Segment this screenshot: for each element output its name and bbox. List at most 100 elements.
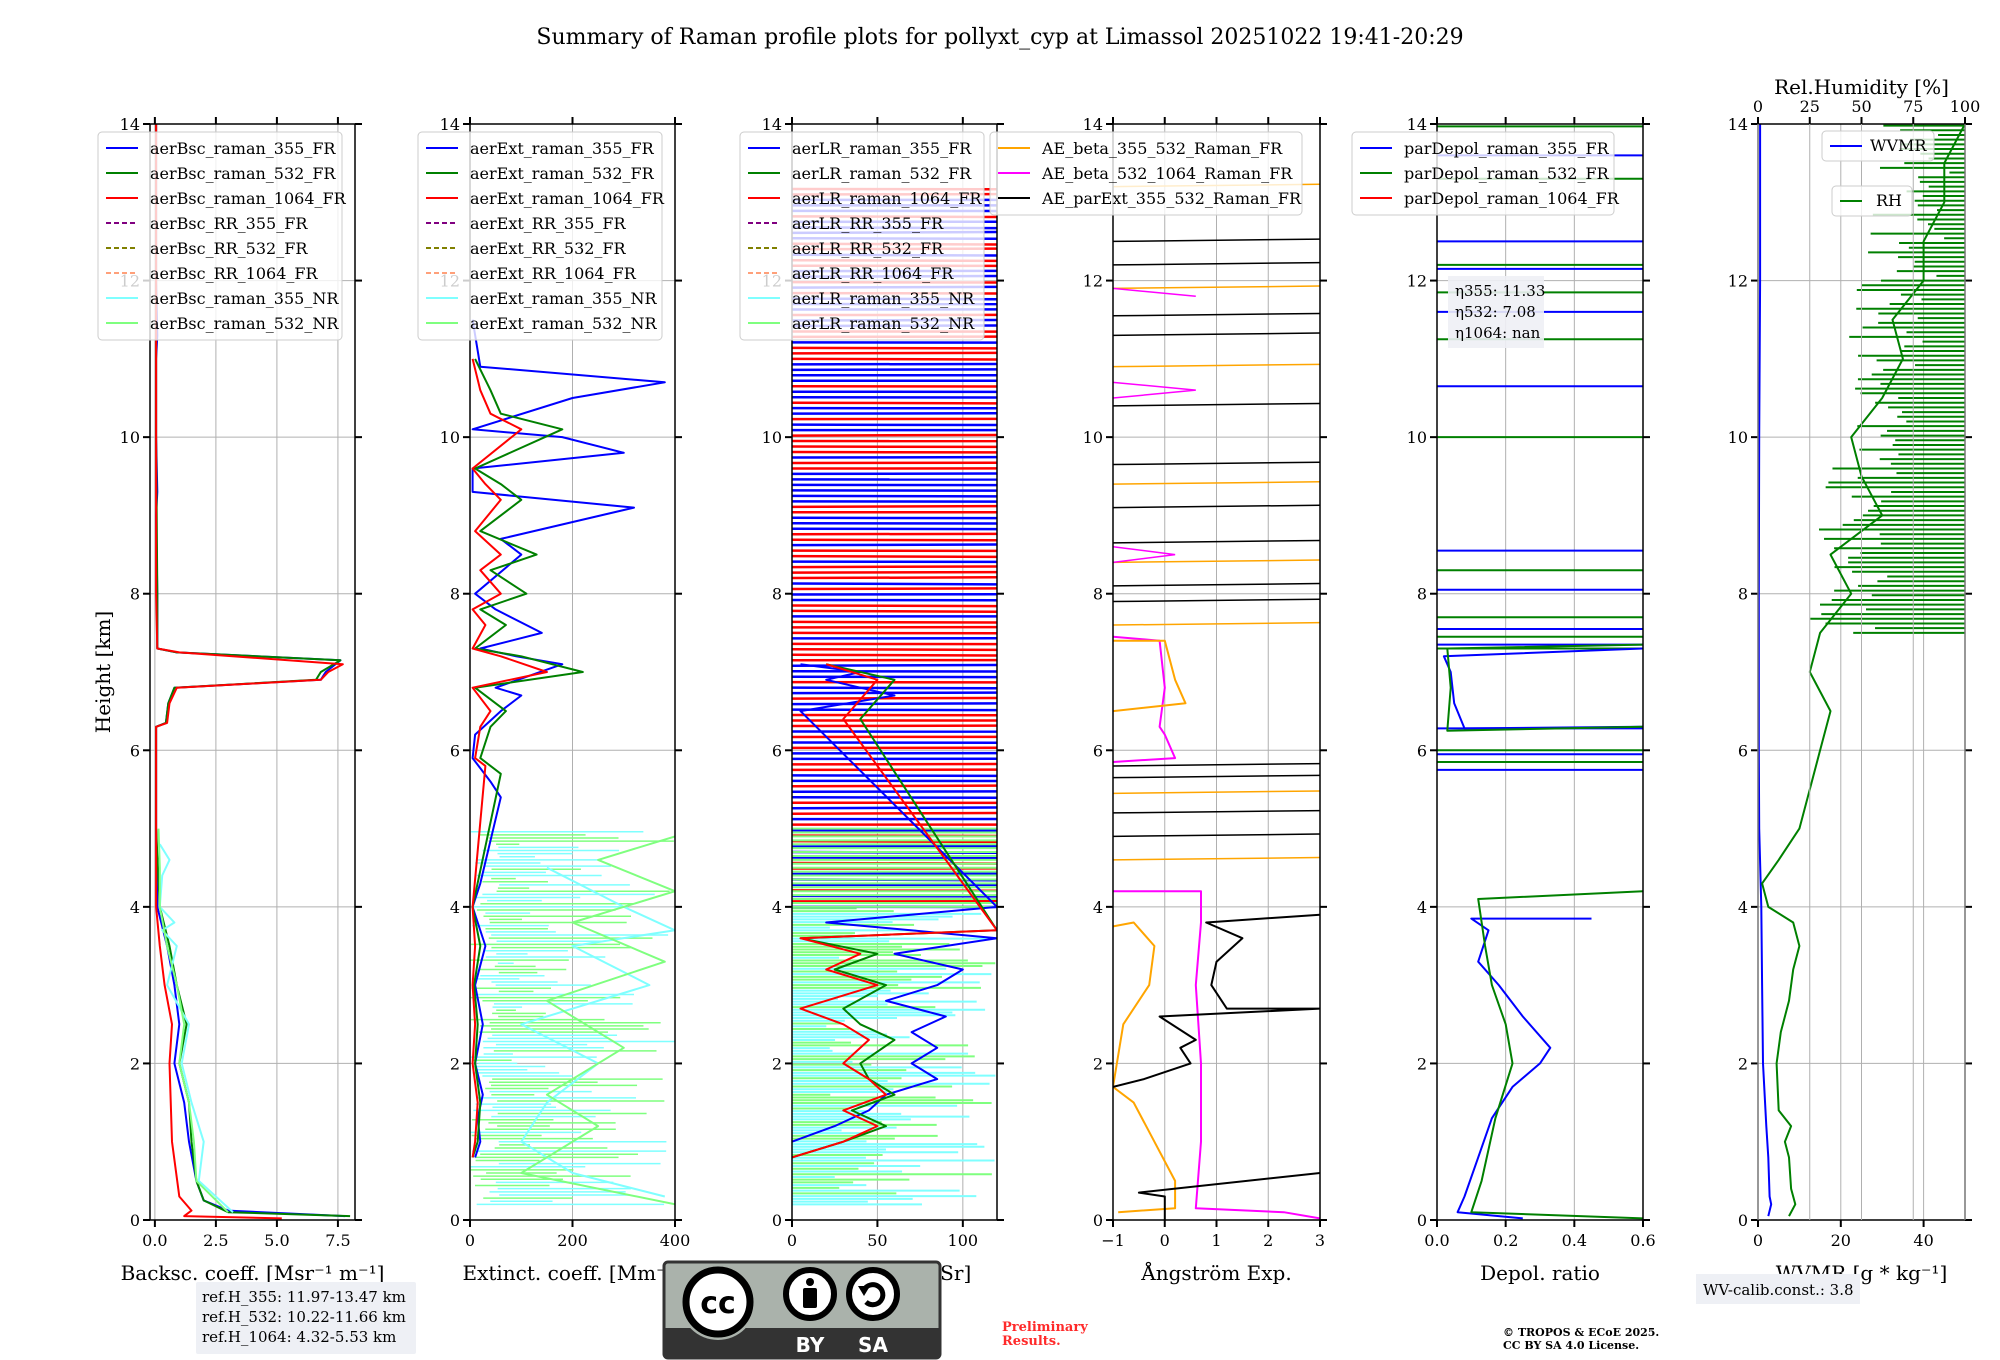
wv-calib-const: WV-calib.const.: 3.8 (1703, 1281, 1854, 1299)
lidar-ratio-segment (792, 604, 997, 608)
x-tick-label: 50 (867, 1231, 887, 1250)
x-tick-label: 0.6 (1630, 1231, 1655, 1250)
legend-label: parDepol_raman_355_FR (1404, 139, 1610, 158)
y-tick-label: 6 (450, 741, 460, 760)
series-pardepol-355-upper (1442, 647, 1643, 730)
y-tick-label: 0 (450, 1211, 460, 1230)
y-tick-label: 8 (1738, 585, 1748, 604)
y-tick-label: 4 (1738, 898, 1748, 917)
angstrom-segment (1113, 238, 1320, 243)
angstrom-segment (1113, 363, 1320, 368)
axes-frame (149, 123, 356, 1221)
angstrom-segment (1113, 598, 1320, 603)
angstrom-segment (1113, 774, 1320, 779)
reference-height-box: ref.H_355: 11.97-13.47 km ref.H_532: 10.… (196, 1282, 416, 1354)
angstrom-segment (1113, 481, 1320, 485)
y-tick-label: 14 (1728, 115, 1748, 134)
lidar-ratio-segment (792, 543, 997, 547)
angstrom-segment (1113, 461, 1320, 466)
y-tick-label: 4 (450, 898, 460, 917)
series-ae-beta-355-532-raman-fr (1113, 921, 1177, 1214)
x-axis-label: Ångström Exp. (1140, 1260, 1291, 1285)
x-tick-label: 0 (787, 1231, 797, 1250)
series-aerbsc-raman-532-nr (157, 828, 229, 1213)
eta-value: η532: 7.08 (1455, 303, 1536, 321)
cc-text: cc (700, 1286, 736, 1321)
lidar-ratio-segment (792, 653, 997, 657)
angstrom-segment (1113, 504, 1320, 509)
angstrom-segment (1113, 381, 1196, 399)
series-aerlr-raman-355-fr (792, 663, 997, 1143)
x-tick-label: 5.0 (264, 1231, 289, 1250)
y-tick-label: 6 (1738, 741, 1748, 760)
series-ae-beta-532-1064-raman-fr (1113, 890, 1320, 1220)
angstrom-segment (1113, 856, 1320, 861)
series-pardepol-532-upper (1446, 643, 1643, 732)
y-tick-label: 14 (1083, 115, 1103, 134)
lidar-ratio-segment (792, 708, 997, 712)
lidar-ratio-segment (792, 565, 997, 569)
eta-value: η1064: nan (1455, 324, 1541, 342)
lidar-ratio-segment (792, 811, 997, 815)
angstrom-segment (1113, 559, 1320, 564)
legend-label: aerExt_raman_532_NR (470, 314, 658, 333)
y-tick-label: 4 (130, 898, 140, 917)
legend-depol: parDepol_raman_355_FR parDepol_raman_532_… (1351, 131, 1620, 216)
legend-label: aerBsc_raman_532_FR (150, 164, 336, 183)
y-tick-label: 4 (772, 898, 782, 917)
top-x-tick-label: 100 (1950, 97, 1981, 116)
panel-depol: 0 2 4 6 8 10 12 14 0.0 0.2 0.4 0.6 Depol. ratio parDe… (1351, 115, 1656, 1285)
cc-icon (682, 1266, 754, 1338)
y-tick-label: 4 (1417, 898, 1427, 917)
y-tick-label: 10 (120, 428, 140, 447)
legend-label: aerLR_raman_1064_FR (792, 189, 982, 208)
y-tick-label: 0 (130, 1211, 140, 1230)
y-axis-label: Height [km] (91, 611, 115, 733)
legend-label: AE_beta_355_532_Raman_FR (1041, 139, 1283, 158)
legend-label: aerLR_raman_532_NR (792, 314, 975, 333)
series-wvmr (1758, 124, 1773, 1217)
legend-label: aerBsc_raman_532_NR (150, 314, 339, 333)
y-tick-label: 10 (762, 428, 782, 447)
legend-angstrom: AE_beta_355_532_Raman_FR AE_beta_532_1064… (989, 131, 1303, 216)
angstrom-segment (1113, 539, 1320, 544)
legend-label: WVMR (1870, 136, 1927, 155)
lidar-ratio-segment (792, 620, 997, 624)
preliminary-line-1: Preliminary (1002, 1320, 1088, 1335)
y-tick-label: 2 (1093, 1054, 1103, 1073)
legend-label: aerExt_raman_1064_FR (470, 189, 665, 208)
x-axis-label: Backsc. coeff. [Msr⁻¹ m⁻¹] (121, 1261, 385, 1285)
ref-h-355: ref.H_355: 11.97-13.47 km (202, 1288, 406, 1306)
x-tick-label: 0.0 (1424, 1231, 1449, 1250)
series-pardepol-raman-532-fr (1470, 890, 1643, 1220)
legend-extinction: aerExt_raman_355_FR aerExt_raman_532_FRae… (417, 131, 665, 341)
x-tick-label: 2.5 (203, 1231, 228, 1250)
lidar-ratio-segment (792, 401, 997, 405)
x-tick-label: −1 (1101, 1231, 1125, 1250)
lidar-ratio-segment (792, 357, 997, 361)
y-tick-label: 0 (1093, 1211, 1103, 1230)
lidar-ratio-segment (792, 648, 997, 652)
x-tick-label: 0 (465, 1231, 475, 1250)
x-tick-label: 2 (1263, 1231, 1273, 1250)
series-aerext-raman-355-fr (471, 319, 666, 1158)
y-tick-label: 2 (450, 1054, 460, 1073)
y-tick-label: 14 (440, 115, 460, 134)
legend-label: aerExt_RR_355_FR (470, 214, 627, 233)
y-tick-label: 14 (120, 115, 140, 134)
legend-label: aerBsc_RR_1064_FR (150, 264, 319, 283)
lidar-ratio-segment (792, 774, 997, 778)
angstrom-segment (1113, 402, 1320, 407)
y-tick-label: 8 (1093, 585, 1103, 604)
series-aerbsc-raman-1064-fr (155, 124, 344, 1220)
series-aerext-raman-355-nr (520, 866, 675, 1198)
x-tick-label: 0 (1160, 1231, 1170, 1250)
series-pardepol-raman-355-fr (1456, 917, 1592, 1220)
angstrom-segment (1113, 287, 1196, 297)
by-label: BY (796, 1333, 825, 1357)
legend-label: aerBsc_raman_1064_FR (150, 189, 347, 208)
y-tick-label: 4 (1093, 898, 1103, 917)
y-tick-label: 6 (772, 741, 782, 760)
